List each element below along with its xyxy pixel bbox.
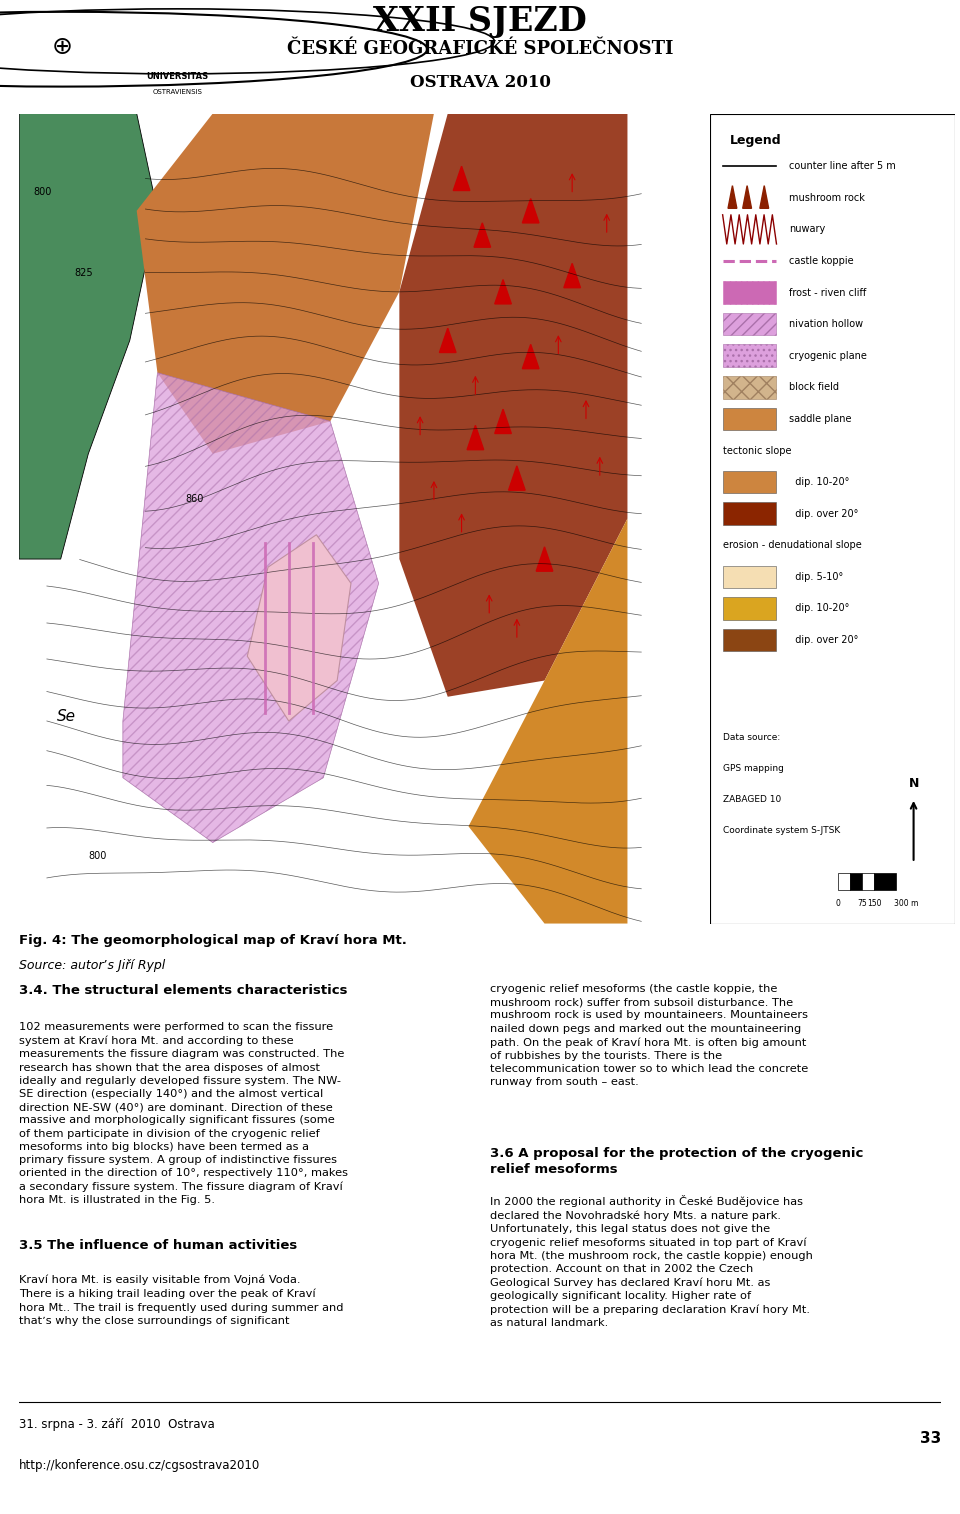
Polygon shape xyxy=(474,223,491,247)
Polygon shape xyxy=(399,114,628,696)
Text: 3.6 A proposal for the protection of the cryogenic
relief mesoforms: 3.6 A proposal for the protection of the… xyxy=(490,1146,863,1176)
Polygon shape xyxy=(136,114,434,454)
Text: 825: 825 xyxy=(75,268,93,277)
Text: Kraví hora Mt. is easily visitable from Vojná Voda.
There is a hiking trail lead: Kraví hora Mt. is easily visitable from … xyxy=(19,1275,344,1326)
Polygon shape xyxy=(522,198,539,223)
Text: dip. over 20°: dip. over 20° xyxy=(789,509,858,519)
Text: ZABAGED 10: ZABAGED 10 xyxy=(723,795,780,804)
Text: OSTRAVA 2010: OSTRAVA 2010 xyxy=(410,74,550,91)
Polygon shape xyxy=(494,280,512,304)
Text: OSTRAVIENSIS: OSTRAVIENSIS xyxy=(153,89,203,95)
Polygon shape xyxy=(468,518,628,924)
Polygon shape xyxy=(743,186,752,209)
Text: dip. over 20°: dip. over 20° xyxy=(789,634,858,645)
Bar xyxy=(723,597,777,619)
Text: mushroom rock: mushroom rock xyxy=(789,192,865,203)
Text: UNIVERSITAS: UNIVERSITAS xyxy=(147,71,208,80)
Bar xyxy=(723,407,777,430)
Text: Legend: Legend xyxy=(730,133,781,147)
Text: Coordinate system S-JTSK: Coordinate system S-JTSK xyxy=(723,825,840,834)
Bar xyxy=(723,471,777,494)
Text: cryogenic plane: cryogenic plane xyxy=(789,351,867,360)
Text: N: N xyxy=(908,777,919,790)
Polygon shape xyxy=(522,344,539,369)
Text: 31. srpna - 3. září  2010  Ostrava: 31. srpna - 3. září 2010 Ostrava xyxy=(19,1417,215,1431)
Text: 300 m: 300 m xyxy=(894,899,919,908)
Text: Data source:: Data source: xyxy=(723,733,780,742)
Text: block field: block field xyxy=(789,383,839,392)
Bar xyxy=(875,874,897,890)
Polygon shape xyxy=(564,263,581,288)
Bar xyxy=(723,503,777,525)
Bar xyxy=(862,874,875,890)
Text: frost - riven cliff: frost - riven cliff xyxy=(789,288,866,298)
Bar xyxy=(723,566,777,589)
Text: http://konference.osu.cz/cgsostrava2010: http://konference.osu.cz/cgsostrava2010 xyxy=(19,1459,260,1472)
Bar xyxy=(723,628,777,651)
Bar xyxy=(723,313,777,336)
Polygon shape xyxy=(440,329,456,353)
Text: dip. 10-20°: dip. 10-20° xyxy=(789,604,849,613)
Polygon shape xyxy=(494,409,512,433)
Text: 3.5 The influence of human activities: 3.5 The influence of human activities xyxy=(19,1238,298,1252)
Polygon shape xyxy=(123,372,378,842)
Polygon shape xyxy=(453,167,469,191)
Polygon shape xyxy=(509,466,525,491)
Text: counter line after 5 m: counter line after 5 m xyxy=(789,160,896,171)
Text: nivation hollow: nivation hollow xyxy=(789,319,863,329)
Text: castle koppie: castle koppie xyxy=(789,256,853,266)
Text: Se: Se xyxy=(58,709,76,724)
Bar xyxy=(723,375,777,398)
Text: dip. 5-10°: dip. 5-10° xyxy=(789,572,843,581)
Text: cryogenic relief mesoforms (the castle koppie, the
mushroom rock) suffer from su: cryogenic relief mesoforms (the castle k… xyxy=(490,984,808,1087)
Text: nuwary: nuwary xyxy=(789,224,825,235)
Text: 0: 0 xyxy=(835,899,840,908)
Polygon shape xyxy=(537,547,553,571)
Text: 3.4. The structural elements characteristics: 3.4. The structural elements characteris… xyxy=(19,984,348,998)
Bar xyxy=(850,874,862,890)
Text: 800: 800 xyxy=(33,186,52,197)
Text: erosion - denudational slope: erosion - denudational slope xyxy=(723,540,861,550)
Bar xyxy=(723,344,777,366)
Text: 800: 800 xyxy=(88,851,107,861)
Text: 33: 33 xyxy=(920,1431,941,1446)
Polygon shape xyxy=(468,425,484,450)
Text: 150: 150 xyxy=(867,899,881,908)
Text: XXII SJEZD: XXII SJEZD xyxy=(373,5,587,38)
Text: 75: 75 xyxy=(857,899,867,908)
Text: GPS mapping: GPS mapping xyxy=(723,765,783,774)
Text: Fig. 4: The geomorphological map of Kraví hora Mt.: Fig. 4: The geomorphological map of Krav… xyxy=(19,934,407,948)
Text: ⊕: ⊕ xyxy=(52,35,73,59)
Text: tectonic slope: tectonic slope xyxy=(723,445,791,456)
Polygon shape xyxy=(760,186,769,209)
Text: ČESKÉ GEOGRAFICKÉ SPOLEČNOSTI: ČESKÉ GEOGRAFICKÉ SPOLEČNOSTI xyxy=(287,41,673,58)
Polygon shape xyxy=(248,534,351,721)
Bar xyxy=(838,874,850,890)
Polygon shape xyxy=(728,186,737,209)
Text: In 2000 the regional authority in České Budějovice has
declared the Novohradské : In 2000 the regional authority in České … xyxy=(490,1195,812,1328)
Bar xyxy=(723,282,777,304)
Text: 860: 860 xyxy=(185,495,204,504)
Text: 102 measurements were performed to scan the fissure
system at Kraví hora Mt. and: 102 measurements were performed to scan … xyxy=(19,1022,348,1205)
Text: dip. 10-20°: dip. 10-20° xyxy=(789,477,849,488)
Text: Source: autorʼs Jiří Rypl: Source: autorʼs Jiří Rypl xyxy=(19,958,165,972)
Polygon shape xyxy=(19,114,157,559)
Text: saddle plane: saddle plane xyxy=(789,413,852,424)
